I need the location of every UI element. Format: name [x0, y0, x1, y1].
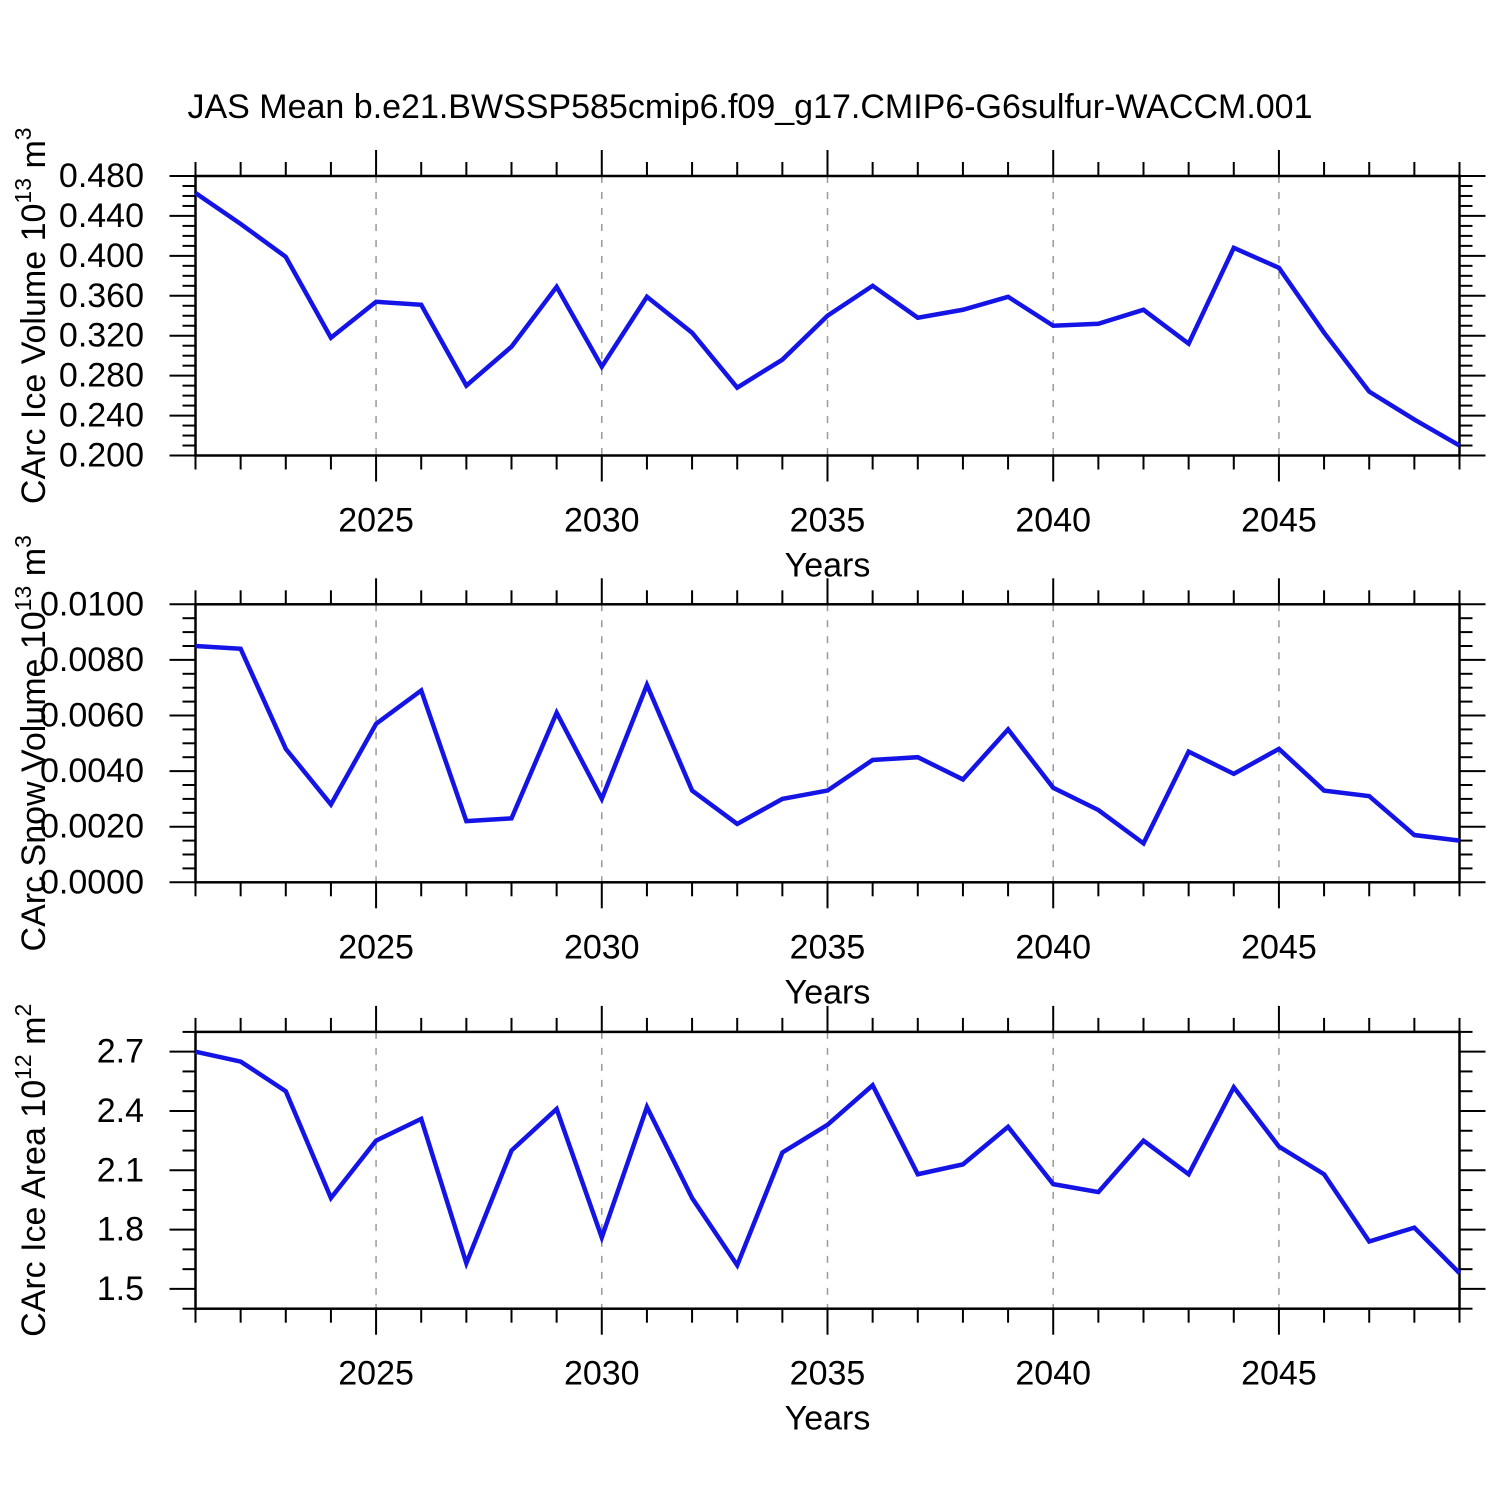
- x-tick-label: 2025: [338, 502, 414, 540]
- y-axis-title: CArc Snow Volume 1013 m3: [10, 535, 53, 951]
- x-tick-label: 2045: [1241, 1355, 1317, 1393]
- y-tick-label: 1.5: [97, 1270, 144, 1308]
- y-tick-label: 1.8: [97, 1211, 144, 1249]
- y-axis-title: CArc Ice Volume 1013 m3: [10, 127, 53, 504]
- y-tick-label: 0.240: [59, 397, 144, 435]
- y-tick-label: 2.4: [97, 1092, 144, 1130]
- y-tick-label: 0.200: [59, 437, 144, 475]
- y-axis-title-sup: 2: [10, 1004, 36, 1017]
- y-tick-label: 0.0000: [40, 863, 144, 901]
- x-axis-title: Years: [785, 547, 871, 585]
- x-tick-label: 2025: [338, 1355, 414, 1393]
- panel-ice-area: 1.5 1.8 2.1 2.4 2.7 2025 2030 2035 2040 2045 Years…: [10, 1004, 1486, 1438]
- y-axis-title-part: m: [15, 1017, 53, 1055]
- y-tick-label: 0.0040: [40, 752, 144, 790]
- x-tick-label: 2030: [564, 1355, 640, 1393]
- x-tick-label: 2030: [564, 928, 640, 966]
- x-axis-title: Years: [785, 973, 871, 1011]
- data-line-ice-area: [195, 1049, 1462, 1275]
- chart-title: JAS Mean b.e21.BWSSP585cmip6.f09_g17.CMI…: [187, 88, 1312, 126]
- x-tick-label: 2040: [1015, 502, 1091, 540]
- x-tick-label: 2035: [790, 1355, 866, 1393]
- y-tick-label: 2.1: [97, 1151, 144, 1189]
- y-tick-label: 0.320: [59, 317, 144, 355]
- x-tick-label: 2025: [338, 928, 414, 966]
- x-tick-label: 2030: [564, 502, 640, 540]
- y-tick-label: 0.0100: [40, 585, 144, 623]
- x-tick-label: 2035: [790, 502, 866, 540]
- x-tick-label: 2045: [1241, 502, 1317, 540]
- x-tick-label: 2040: [1015, 1355, 1091, 1393]
- x-axis-title: Years: [785, 1400, 871, 1438]
- y-axis-title-part: m: [15, 140, 53, 178]
- y-axis-title-sup: 13: [10, 178, 36, 204]
- data-line-snow-volume: [195, 643, 1460, 847]
- y-axis-title: CArc Ice Area 1012 m2: [10, 1004, 53, 1337]
- y-axis-title-sup: 13: [10, 586, 36, 612]
- y-tick-label: 0.400: [59, 237, 144, 275]
- y-tick-label: 0.0020: [40, 808, 144, 846]
- y-tick-label: 0.280: [59, 357, 144, 395]
- panel-ice-volume: 0.2000.2400.2800.3200.3600.4000.4400.480…: [10, 127, 1486, 585]
- y-tick-label: 0.480: [59, 157, 144, 195]
- panels-container: 0.2000.2400.2800.3200.3600.4000.4400.480…: [10, 127, 1486, 1438]
- y-axis-title-sup: 3: [10, 535, 36, 548]
- y-axis-title-part: CArc Snow Volume 10: [15, 611, 53, 951]
- x-tick-label: 2040: [1015, 928, 1091, 966]
- y-tick-label: 0.440: [59, 197, 144, 235]
- data-line-ice-volume: [194, 191, 1461, 448]
- y-tick-label: 0.360: [59, 277, 144, 315]
- x-tick-label: 2045: [1241, 928, 1317, 966]
- x-tick-label: 2035: [790, 928, 866, 966]
- panel-snow-volume: 0.0000 0.0020 0.0040 0.0060 0.0080 0.0100 2025…: [10, 535, 1486, 1011]
- y-axis-title-part: CArc Ice Volume 10: [15, 204, 53, 504]
- y-tick-label: 2.7: [97, 1033, 144, 1071]
- y-axis-title-sup: 12: [10, 1054, 36, 1080]
- y-axis-title-part: CArc Ice Area 10: [15, 1080, 53, 1337]
- y-axis-title-part: m: [15, 548, 53, 586]
- y-axis-title-sup: 3: [10, 127, 36, 140]
- y-tick-label: 0.0080: [40, 641, 144, 679]
- y-tick-label: 0.0060: [40, 697, 144, 735]
